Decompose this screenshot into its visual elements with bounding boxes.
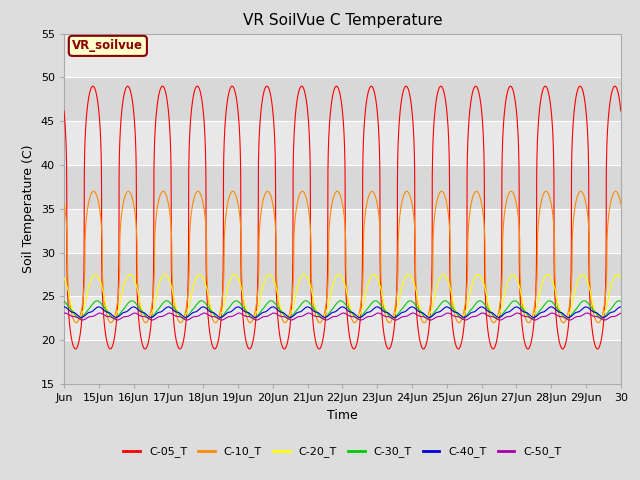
C-20_T xyxy=(546,273,554,278)
Y-axis label: Soil Temperature (C): Soil Temperature (C) xyxy=(22,144,35,273)
C-50_T xyxy=(310,313,318,319)
C-40_T xyxy=(77,314,85,320)
C-10_T xyxy=(546,194,554,200)
Line: C-05_T: C-05_T xyxy=(64,86,621,349)
C-05_T xyxy=(479,116,486,122)
C-30_T xyxy=(478,299,486,305)
Line: C-20_T: C-20_T xyxy=(64,275,621,318)
C-50_T xyxy=(546,311,554,317)
C-40_T xyxy=(231,305,239,311)
C-05_T xyxy=(617,108,625,114)
C-20_T xyxy=(74,315,82,321)
C-05_T xyxy=(60,108,68,114)
X-axis label: Time: Time xyxy=(327,408,358,421)
Bar xyxy=(64,252,621,296)
C-10_T xyxy=(478,204,486,210)
Bar xyxy=(64,209,621,252)
Bar xyxy=(64,340,621,384)
Line: C-30_T: C-30_T xyxy=(64,301,621,318)
C-10_T xyxy=(60,201,68,207)
Line: C-10_T: C-10_T xyxy=(64,192,621,323)
C-50_T xyxy=(204,312,212,318)
C-10_T xyxy=(80,291,88,297)
C-05_T xyxy=(79,287,87,292)
C-05_T xyxy=(546,96,554,102)
C-50_T xyxy=(617,310,625,316)
Bar xyxy=(64,296,621,340)
C-30_T xyxy=(617,299,625,304)
C-40_T xyxy=(60,304,68,310)
Title: VR SoilVue C Temperature: VR SoilVue C Temperature xyxy=(243,13,442,28)
C-05_T xyxy=(298,84,305,89)
C-30_T xyxy=(546,298,554,304)
C-30_T xyxy=(231,298,239,304)
C-10_T xyxy=(231,191,239,196)
C-50_T xyxy=(79,317,87,323)
C-30_T xyxy=(80,313,88,319)
C-05_T xyxy=(280,346,288,352)
C-40_T xyxy=(546,304,554,310)
C-30_T xyxy=(310,306,317,312)
C-10_T xyxy=(72,320,80,325)
C-20_T xyxy=(614,272,621,277)
C-50_T xyxy=(479,310,486,316)
Bar xyxy=(64,34,621,77)
C-40_T xyxy=(478,304,486,310)
C-30_T xyxy=(60,299,68,304)
C-40_T xyxy=(80,314,88,320)
C-10_T xyxy=(617,201,625,207)
C-50_T xyxy=(270,310,278,316)
C-40_T xyxy=(310,308,317,314)
C-30_T xyxy=(76,315,83,321)
C-40_T xyxy=(617,304,625,310)
C-20_T xyxy=(80,306,88,312)
C-10_T xyxy=(310,303,317,309)
Bar xyxy=(64,165,621,209)
C-10_T xyxy=(612,189,620,194)
C-30_T xyxy=(205,305,212,311)
C-10_T xyxy=(205,295,212,300)
C-20_T xyxy=(205,293,212,299)
Bar xyxy=(64,77,621,121)
C-20_T xyxy=(478,276,486,282)
C-05_T xyxy=(204,316,212,322)
C-20_T xyxy=(617,275,625,281)
Line: C-40_T: C-40_T xyxy=(64,307,621,317)
Text: VR_soilvue: VR_soilvue xyxy=(72,39,143,52)
Line: C-50_T: C-50_T xyxy=(64,313,621,320)
Legend: C-05_T, C-10_T, C-20_T, C-30_T, C-40_T, C-50_T: C-05_T, C-10_T, C-20_T, C-30_T, C-40_T, … xyxy=(119,442,566,462)
C-20_T xyxy=(231,272,239,277)
C-50_T xyxy=(60,310,68,316)
C-50_T xyxy=(231,312,239,318)
C-40_T xyxy=(205,307,212,313)
Bar xyxy=(64,121,621,165)
C-20_T xyxy=(60,275,68,281)
C-20_T xyxy=(310,299,317,305)
C-05_T xyxy=(310,328,318,334)
C-50_T xyxy=(287,317,295,323)
C-30_T xyxy=(615,298,623,304)
C-05_T xyxy=(231,88,239,94)
